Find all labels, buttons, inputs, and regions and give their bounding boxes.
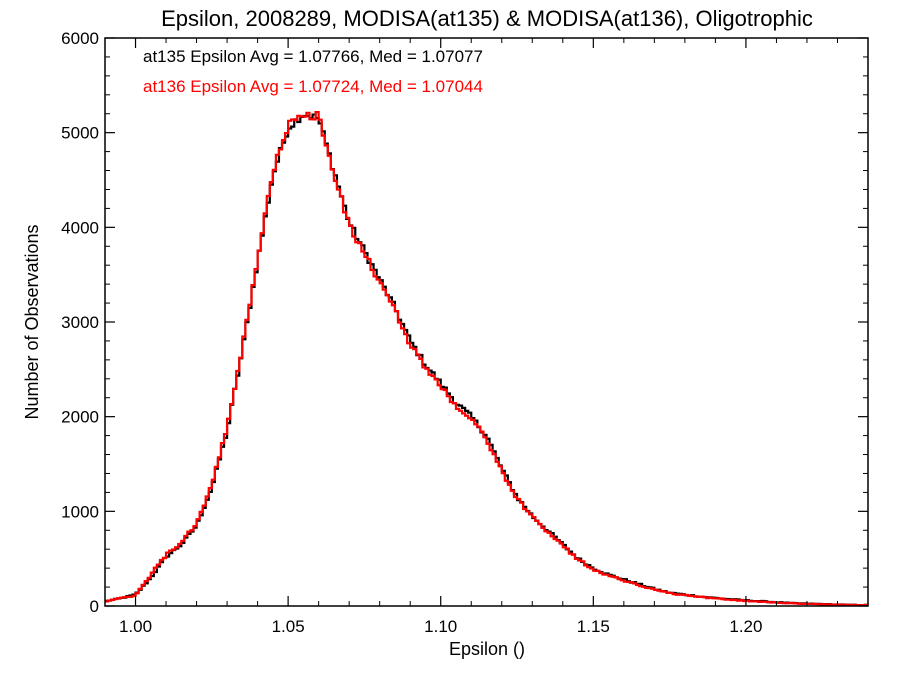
annotation-at135: at135 Epsilon Avg = 1.07766, Med = 1.070… <box>143 47 483 66</box>
y-tick-label: 1000 <box>61 502 99 521</box>
y-tick-label: 6000 <box>61 29 99 48</box>
plot-frame <box>104 37 869 607</box>
y-axis-label: Number of Observations <box>22 224 42 419</box>
x-axis: 1.00 1.05 1.10 1.15 1.20 <box>104 38 869 636</box>
chart-title: Epsilon, 2008289, MODISA(at135) & MODISA… <box>161 6 813 31</box>
y-tick-label: 3000 <box>61 313 99 332</box>
x-tick-label: 1.15 <box>577 617 610 636</box>
plot-area <box>105 111 868 607</box>
annotation-at136: at136 Epsilon Avg = 1.07724, Med = 1.070… <box>143 77 483 96</box>
x-axis-label: Epsilon () <box>449 639 525 659</box>
x-tick-label: 1.00 <box>119 617 152 636</box>
x-tick-label: 1.05 <box>272 617 305 636</box>
x-tick-label: 1.10 <box>424 617 457 636</box>
y-tick-label: 5000 <box>61 124 99 143</box>
series-line-1 <box>105 111 868 607</box>
y-axis: 0 1000 2000 3000 4000 5000 6000 <box>61 29 868 616</box>
y-tick-label: 4000 <box>61 218 99 237</box>
x-tick-label: 1.20 <box>729 617 762 636</box>
series-line-0 <box>105 113 868 607</box>
y-tick-label: 2000 <box>61 408 99 427</box>
y-tick-label: 0 <box>90 597 99 616</box>
